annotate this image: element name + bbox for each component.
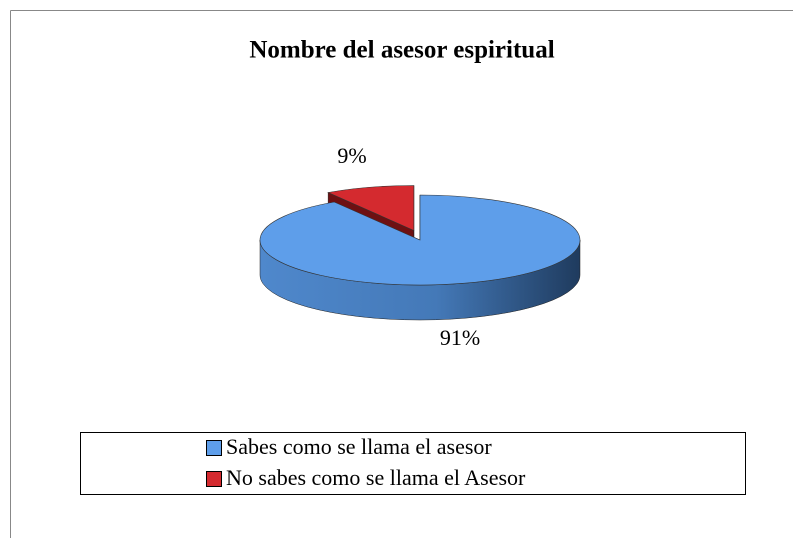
slice (327, 185, 415, 231)
data-label: 9% (337, 143, 366, 168)
chart-title: Nombre del asesor espiritual (249, 37, 554, 64)
legend-swatch (206, 471, 222, 487)
slice (259, 194, 581, 286)
legend-swatch (206, 440, 222, 456)
legend-label: No sabes como se llama el Asesor (226, 465, 526, 490)
legend (80, 432, 746, 495)
pie (259, 185, 581, 321)
data-label: 91% (440, 325, 480, 350)
legend-label: Sabes como se llama el asesor (226, 434, 492, 459)
